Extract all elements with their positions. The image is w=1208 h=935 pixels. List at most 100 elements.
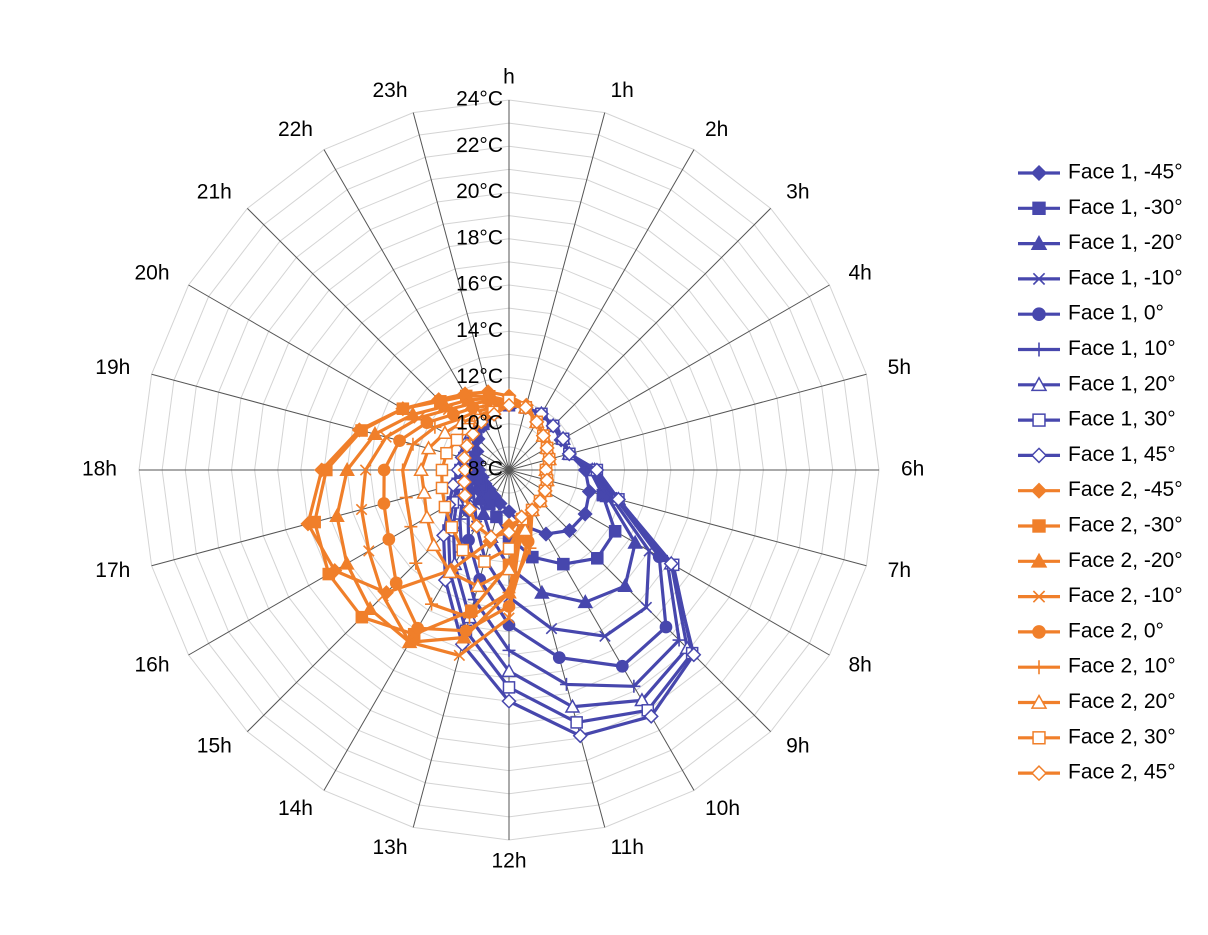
data-point — [535, 428, 551, 444]
data-point — [599, 630, 611, 642]
data-point — [355, 503, 368, 516]
radial-tick-label: 18°C — [456, 226, 503, 249]
legend-item: Face 1, -10° — [1018, 266, 1183, 289]
grid-spoke — [508, 112, 606, 471]
legend-label: Face 1, -10° — [1068, 266, 1183, 289]
data-point — [445, 520, 459, 534]
data-point — [503, 612, 515, 624]
hour-label: 2h — [705, 118, 728, 141]
legend-item: Face 2, 30° — [1018, 725, 1176, 748]
data-point — [459, 624, 473, 638]
data-point — [1030, 164, 1048, 182]
data-point — [322, 567, 336, 581]
legend-item: Face 2, 45° — [1018, 761, 1176, 784]
data-point — [377, 463, 391, 477]
data-point — [362, 600, 378, 615]
hour-label: 4h — [848, 262, 871, 285]
data-point — [456, 474, 472, 490]
hour-label: 19h — [95, 356, 130, 379]
hour-label: 7h — [888, 559, 911, 582]
data-point — [440, 446, 453, 460]
data-point — [483, 529, 499, 545]
data-point — [404, 520, 418, 534]
hour-label: 20h — [134, 262, 169, 285]
grid-spoke — [508, 373, 867, 471]
data-point — [559, 677, 573, 691]
data-point — [416, 484, 432, 499]
legend-item: Face 1, 10° — [1018, 337, 1176, 360]
data-point — [572, 728, 588, 744]
data-point — [502, 542, 516, 555]
data-point — [1030, 552, 1048, 568]
data-point — [615, 659, 629, 673]
data-point — [561, 446, 577, 462]
legend-item: Face 2, -45° — [1018, 478, 1183, 501]
grid-spoke — [508, 469, 771, 732]
data-point — [1032, 660, 1046, 675]
data-point — [308, 515, 321, 529]
grid-spoke — [508, 469, 695, 791]
data-point — [523, 541, 537, 555]
data-point — [438, 500, 452, 514]
hour-label: 11h — [610, 836, 643, 859]
radial-tick-label: 20°C — [456, 180, 503, 203]
hour-label: 18h — [82, 458, 117, 481]
grid-spoke — [508, 469, 867, 567]
data-point — [428, 420, 442, 434]
hour-label: 23h — [372, 79, 407, 102]
radial-tick-label: 8°C — [468, 458, 503, 481]
data-point — [501, 663, 517, 678]
data-point — [413, 461, 429, 476]
legend-label: Face 2, -45° — [1068, 478, 1183, 501]
data-point — [561, 522, 578, 539]
data-point — [1032, 625, 1046, 639]
hour-label: 1h — [610, 79, 633, 102]
data-point — [435, 481, 449, 495]
legend-label: Face 1, -30° — [1068, 196, 1183, 219]
hour-label: 15h — [197, 735, 232, 758]
data-point — [406, 437, 420, 451]
legend-label: Face 2, 45° — [1068, 761, 1176, 784]
data-point — [456, 450, 472, 466]
hour-label: 16h — [134, 654, 169, 677]
legend-item: Face 2, -30° — [1018, 514, 1183, 537]
legend-item: Face 1, -45° — [1018, 161, 1183, 184]
data-point — [462, 501, 478, 517]
legend: Face 1, -45° Face 1, -30° Face 1, -20° Face… — [1018, 161, 1183, 784]
data-point — [1030, 693, 1048, 709]
data-point — [445, 477, 461, 493]
legend-item: Face 1, -20° — [1018, 231, 1183, 254]
data-point — [591, 552, 604, 565]
hour-label: h — [503, 66, 515, 89]
data-point — [501, 397, 517, 413]
data-point — [1032, 519, 1046, 533]
data-point — [610, 491, 627, 507]
radial-tick-label: 16°C — [456, 273, 503, 296]
data-point — [1030, 235, 1048, 250]
data-point — [529, 414, 545, 430]
data-point — [409, 556, 423, 570]
data-point — [1032, 342, 1046, 357]
data-point — [459, 438, 475, 454]
hour-label: 22h — [278, 118, 313, 141]
data-point — [435, 463, 449, 477]
radial-tick-label: 10°C — [456, 411, 503, 434]
data-point — [490, 510, 503, 524]
hour-label: 17h — [95, 559, 130, 582]
data-point — [457, 462, 473, 478]
legend-label: Face 2, -30° — [1068, 514, 1183, 537]
data-point — [608, 525, 622, 538]
legend-label: Face 1, 10° — [1068, 337, 1176, 360]
hour-label: 9h — [786, 735, 809, 758]
data-point — [396, 463, 410, 477]
hour-label: 6h — [901, 458, 924, 481]
data-point — [1030, 765, 1048, 782]
legend-label: Face 2, -10° — [1068, 584, 1183, 607]
data-point — [532, 493, 548, 509]
data-point — [617, 578, 633, 593]
data-point — [462, 610, 476, 624]
data-point — [672, 633, 686, 647]
legend-item: Face 2, 20° — [1018, 690, 1176, 713]
data-point — [411, 621, 425, 635]
legend-label: Face 2, -20° — [1068, 549, 1183, 572]
